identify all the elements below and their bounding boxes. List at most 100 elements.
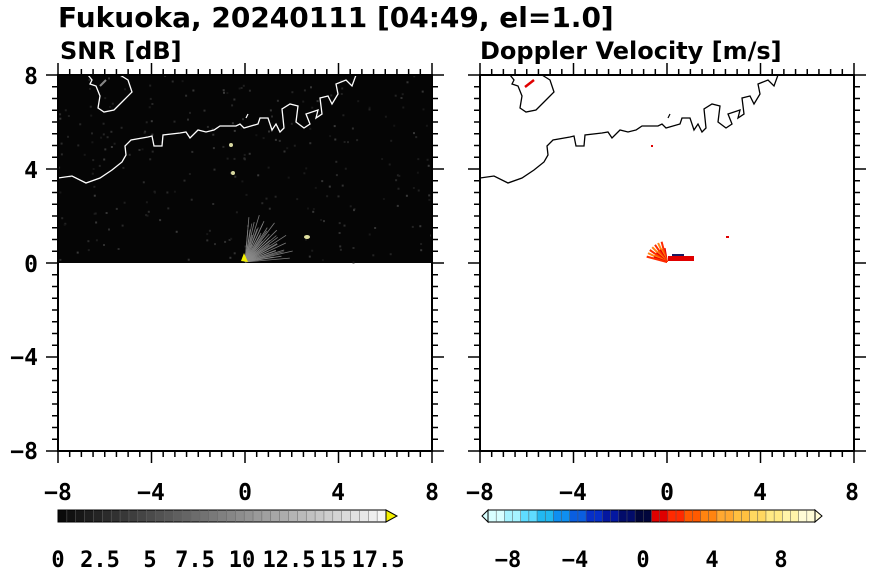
snr-colorbar-cell: [164, 510, 174, 522]
doppler-colorbar-cell: [757, 510, 767, 522]
figure-title: Fukuoka, 20240111 [04:49, el=1.0]: [58, 1, 614, 34]
snr-ray: [244, 250, 277, 263]
doppler-island: [509, 75, 555, 113]
doppler-colorbar-cell: [659, 510, 669, 522]
doppler-echo-cluster: [646, 241, 694, 263]
snr-noise-pixel: [351, 127, 354, 130]
snr-noise-pixel: [233, 129, 236, 132]
snr-noise-pixel: [183, 179, 186, 182]
doppler-colorbar-cell: [782, 510, 791, 522]
snr-noise-pixel: [87, 249, 90, 252]
snr-noise-pixel: [206, 239, 209, 242]
snr-noise-pixel: [384, 115, 387, 118]
snr-noise-pixel: [151, 103, 154, 105]
snr-ray: [244, 243, 278, 263]
doppler-colorbar: −8 −4 0 4 8: [481, 508, 823, 572]
snr-noise-pixel: [397, 187, 400, 190]
doppler-colorbar-cell: [512, 510, 521, 522]
snr-noise-pixel: [287, 176, 290, 179]
snr-noise-pixel: [146, 214, 149, 217]
doppler-echo: [726, 236, 729, 238]
snr-noise-pixel: [110, 130, 113, 133]
snr-noise-pixel: [214, 243, 216, 246]
snr-noise-pixel: [58, 166, 61, 169]
snr-noise-pixel: [88, 78, 91, 81]
snr-noise-pixel: [145, 214, 148, 217]
snr-noise-pixel: [240, 127, 243, 130]
snr-colorbar-cell: [261, 510, 272, 522]
snr-noise-pixel: [420, 243, 423, 245]
snr-noise-pixel: [89, 87, 91, 90]
snr-noise-pixel: [242, 118, 244, 121]
doppler-colorbar-cell: [798, 510, 808, 522]
doppler-colorbar-cell: [561, 510, 571, 522]
snr-noise-pixel: [105, 212, 108, 214]
snr-noise-pixel: [321, 259, 324, 262]
snr-colorbar-cell: [341, 510, 351, 522]
snr-noise-pixel: [141, 148, 144, 151]
snr-colorbar-cell: [226, 510, 236, 522]
snr-noise-pixel: [67, 115, 70, 117]
snr-noise-pixel: [192, 89, 195, 92]
snr-noise-pixel: [173, 120, 176, 123]
doppler-colorbar-labels: −8 −4 0 4 8: [495, 548, 788, 572]
snr-noise-pixel: [191, 150, 194, 153]
snr-noise-pixel: [248, 89, 251, 92]
snr-noise-pixel: [426, 158, 429, 161]
snr-noise-pixel: [374, 227, 377, 229]
snr-noise-pixel: [368, 233, 371, 236]
doppler-colorbar-cell: [790, 510, 799, 522]
snr-noise-pixel: [59, 191, 62, 194]
snr-noise-pixel: [400, 97, 403, 99]
snr-colorbar-cell: [93, 510, 103, 522]
snr-colorbar-cell: [75, 510, 85, 522]
snr-noise-pixel: [109, 105, 112, 108]
snr-colorbar: 0 2.5 5 7.5 10 12.5 15 17.5: [51, 509, 404, 572]
snr-noise-pixel: [311, 106, 314, 109]
snr-noise-pixel: [307, 207, 309, 210]
snr-noise-pixel: [396, 204, 399, 207]
x-tick-label: 8: [425, 480, 439, 506]
snr-noise-pixel: [344, 167, 347, 170]
snr-noise-pixel: [64, 109, 67, 112]
x-tick-label: 0: [238, 480, 252, 506]
colorbar-tick-label: −4: [562, 548, 589, 572]
snr-noise-pixel: [91, 141, 94, 144]
snr-noise-pixel: [166, 191, 169, 194]
snr-noise-pixel: [94, 212, 97, 215]
doppler-panel-title: Doppler Velocity [m/s]: [480, 37, 782, 65]
snr-noise-pixel: [372, 254, 375, 257]
colorbar-tick-label: 10: [229, 548, 256, 572]
snr-noise-pixel: [235, 211, 238, 214]
snr-noise-pixel: [396, 174, 399, 177]
doppler-colorbar-cell: [643, 510, 652, 522]
snr-colorbar-labels: 0 2.5 5 7.5 10 12.5 15 17.5: [51, 548, 404, 572]
snr-noise-pixel: [241, 180, 244, 183]
doppler-colorbar-extend-right: [814, 508, 823, 524]
snr-noise-pixel: [187, 258, 190, 261]
snr-noise-pixel: [67, 135, 69, 138]
snr-noise-pixel: [100, 136, 103, 139]
snr-noise-pixel: [389, 253, 392, 256]
snr-noise-pixel: [103, 244, 105, 246]
snr-noise-pixel: [93, 185, 96, 188]
snr-noise-pixel: [117, 248, 120, 250]
snr-noise-pixel: [257, 174, 260, 177]
snr-colorbar-cell: [306, 510, 316, 522]
snr-noise-pixel: [173, 190, 176, 193]
snr-ray: [244, 235, 277, 263]
snr-noise-pixel: [339, 245, 342, 248]
snr-noise-pixel: [320, 219, 323, 221]
snr-colorbar-cell: [279, 510, 289, 522]
snr-noise-pixel: [187, 118, 189, 121]
snr-noise-pixel: [233, 98, 236, 101]
snr-noise-pixel: [231, 104, 234, 107]
snr-noise-pixel: [427, 164, 430, 167]
colorbar-tick-label: 7.5: [175, 548, 215, 572]
snr-noise-pixel: [151, 150, 154, 153]
doppler-colorbar-cell: [765, 510, 775, 522]
snr-noise-pixel: [212, 203, 215, 205]
snr-noise-pixel: [143, 131, 146, 134]
snr-noise-pixel: [309, 127, 312, 130]
snr-noise-pixel: [308, 255, 311, 258]
